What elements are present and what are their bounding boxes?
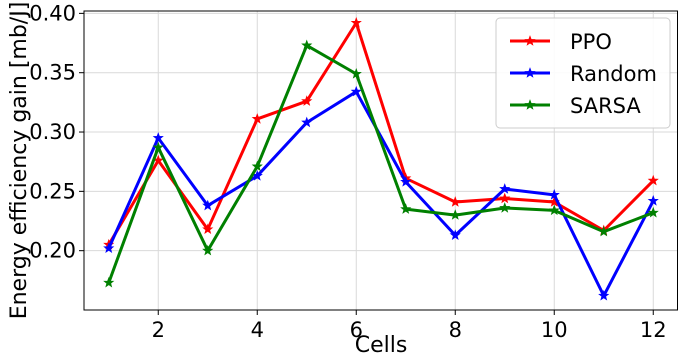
x-tick-label: 12 — [640, 318, 667, 342]
data-point-sarsa — [548, 204, 560, 216]
legend-marker-ppo — [524, 35, 536, 46]
series-sarsa — [103, 39, 659, 288]
legend-box — [495, 17, 671, 129]
data-point-sarsa — [152, 141, 164, 153]
data-point-sarsa — [350, 68, 362, 79]
data-point-random — [647, 194, 659, 206]
data-point-random — [449, 229, 461, 240]
y-tick-label: 0.25 — [29, 179, 76, 203]
legend: PPO Random SARSA — [495, 17, 671, 129]
data-point-random — [400, 176, 412, 187]
legend-marker-sarsa — [524, 99, 536, 110]
data-point-random — [103, 242, 115, 254]
data-point-sarsa — [598, 225, 610, 237]
series-line-sarsa — [107, 43, 654, 284]
data-point-ppo — [202, 223, 214, 235]
y-tick-label: 0.35 — [29, 61, 76, 85]
data-point-random — [548, 189, 560, 200]
legend-label-random: Random — [570, 62, 657, 86]
x-tick-label: 10 — [541, 318, 568, 342]
data-point-random — [301, 116, 313, 128]
data-point-sarsa — [251, 160, 263, 172]
data-point-random — [350, 85, 362, 97]
axis-ticks: 2 4 6 8 10 12 0.20 0.25 0.30 0.35 0.40 — [29, 1, 666, 342]
x-tick-label: 8 — [449, 318, 462, 342]
data-point-sarsa — [647, 206, 659, 218]
series-random — [103, 85, 659, 301]
data-point-sarsa — [301, 39, 313, 51]
x-tick-label: 6 — [350, 318, 363, 342]
data-point-ppo — [647, 174, 659, 186]
data-point-sarsa — [449, 209, 461, 220]
data-point-random — [499, 183, 511, 194]
series-group — [103, 17, 659, 301]
data-point-ppo — [301, 95, 313, 106]
legend-item-ppo: PPO — [510, 30, 612, 54]
y-tick-label: 0.40 — [29, 1, 76, 25]
data-point-ppo — [499, 192, 511, 204]
legend-label-ppo: PPO — [570, 30, 612, 54]
y-axis-label: Energy efficiency gain [mb/J] — [7, 2, 32, 320]
data-point-ppo — [449, 196, 461, 207]
series-line-ppo — [107, 21, 655, 246]
data-point-random — [152, 132, 164, 143]
legend-marker-random — [524, 67, 536, 78]
legend-item-random: Random — [510, 62, 657, 86]
y-tick-label: 0.20 — [29, 239, 76, 263]
data-point-random — [598, 289, 610, 301]
data-point-sarsa — [499, 202, 511, 213]
legend-label-sarsa: SARSA — [570, 94, 641, 118]
x-tick-label: 4 — [251, 318, 264, 342]
legend-item-sarsa: SARSA — [510, 94, 641, 118]
data-point-ppo — [350, 17, 362, 28]
data-point-sarsa — [103, 276, 115, 288]
y-tick-label: 0.30 — [29, 120, 76, 144]
x-axis-label: Cells — [355, 333, 408, 358]
data-point-sarsa — [202, 244, 214, 256]
data-point-sarsa — [400, 203, 412, 214]
series-line-random — [107, 90, 655, 298]
data-point-ppo — [251, 113, 263, 124]
data-point-random — [202, 199, 214, 211]
x-tick-label: 2 — [152, 318, 165, 342]
